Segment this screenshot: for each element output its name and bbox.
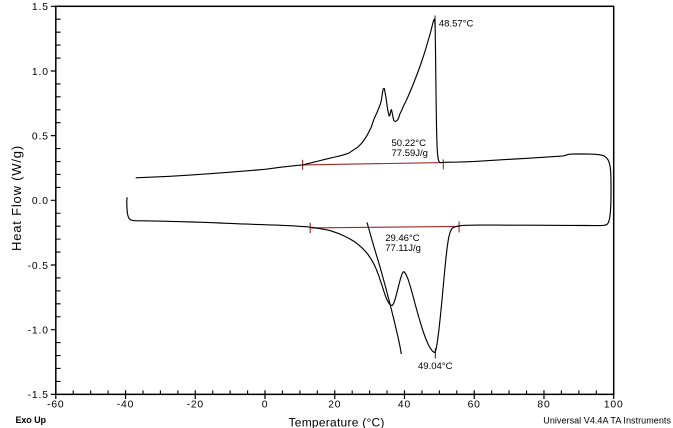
svg-text:1.5: 1.5 — [32, 2, 49, 13]
svg-text:Universal V4.4A TA Instruments: Universal V4.4A TA Instruments — [543, 415, 671, 425]
svg-text:-40: -40 — [117, 400, 134, 411]
svg-text:0.0: 0.0 — [32, 196, 49, 207]
svg-text:48.57°C: 48.57°C — [439, 19, 474, 30]
svg-text:Heat Flow (W/g): Heat Flow (W/g) — [9, 145, 24, 251]
svg-text:77.11J/g: 77.11J/g — [385, 243, 421, 254]
svg-text:-0.5: -0.5 — [28, 261, 49, 272]
svg-text:-20: -20 — [187, 400, 204, 411]
svg-text:-60: -60 — [47, 400, 64, 411]
svg-text:29.46°C: 29.46°C — [385, 233, 420, 244]
svg-text:40: 40 — [398, 400, 411, 411]
svg-text:49.04°C: 49.04°C — [418, 361, 453, 372]
svg-text:50.22°C: 50.22°C — [392, 138, 427, 149]
svg-text:-1.5: -1.5 — [28, 390, 49, 401]
svg-text:0.5: 0.5 — [32, 132, 49, 143]
svg-text:80: 80 — [537, 400, 550, 411]
svg-text:100: 100 — [604, 400, 624, 411]
svg-text:1.0: 1.0 — [32, 67, 49, 78]
svg-text:60: 60 — [468, 400, 481, 411]
svg-text:-1.0: -1.0 — [28, 326, 49, 337]
svg-text:Temperature (°C): Temperature (°C) — [289, 416, 385, 428]
svg-text:20: 20 — [328, 400, 341, 411]
svg-text:0: 0 — [262, 400, 269, 411]
svg-text:77.59J/g: 77.59J/g — [392, 148, 428, 159]
svg-text:Exo Up: Exo Up — [16, 415, 47, 425]
